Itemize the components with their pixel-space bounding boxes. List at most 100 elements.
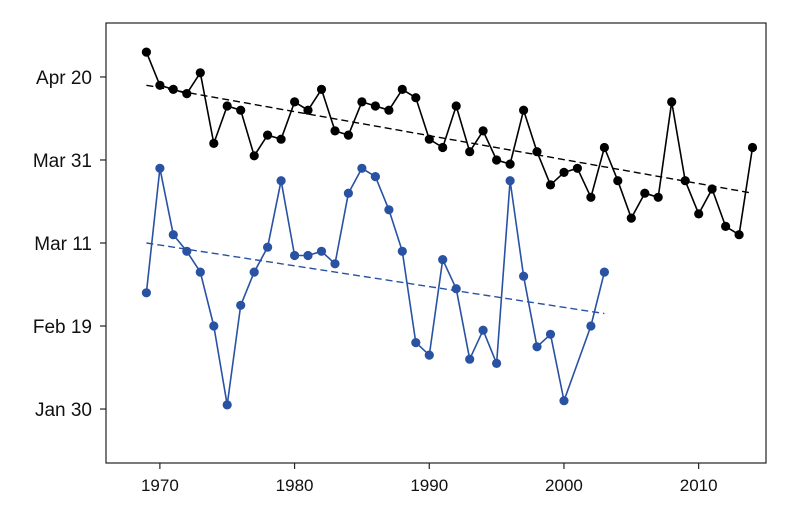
series-0-point — [182, 89, 192, 99]
x-tick-label: 2010 — [680, 476, 718, 495]
series-0-point — [747, 142, 758, 153]
series-0-point — [249, 151, 259, 161]
x-tick-label: 1980 — [276, 476, 314, 495]
series-1-point — [492, 358, 502, 368]
y-axis: Jan 30 Feb 19 Mar 11 Mar 31 Apr 20 — [33, 68, 106, 421]
series-0-point — [411, 93, 421, 103]
series-0-point — [559, 167, 569, 177]
series-1-point — [438, 255, 448, 265]
series-0-point — [209, 138, 219, 148]
y-tick-label: Mar 31 — [33, 151, 92, 172]
y-tick-label: Apr 20 — [36, 68, 92, 89]
series-0-point — [572, 163, 583, 173]
series-0-point — [505, 159, 515, 169]
series-0-point — [168, 84, 178, 94]
series-1-point — [532, 342, 542, 352]
series-0-point — [370, 101, 380, 111]
series-0-point — [343, 130, 353, 140]
series-0-point — [290, 97, 300, 107]
x-axis: 1970 1980 1990 2000 2010 — [141, 463, 718, 495]
trendline-0 — [146, 84, 753, 194]
series-0-point — [263, 130, 273, 140]
series-1-point — [411, 338, 421, 348]
series-0-point — [155, 80, 165, 90]
series-1-point — [168, 230, 178, 240]
series-0-point — [519, 105, 529, 115]
series-0-point — [680, 176, 690, 186]
series-0-point — [465, 147, 475, 157]
x-tick-label: 2000 — [545, 476, 583, 495]
series-1-point — [505, 176, 515, 186]
series-0-point — [694, 209, 704, 219]
series-0-point — [276, 134, 286, 144]
series-0-point — [222, 101, 232, 111]
series-1-point — [343, 188, 353, 198]
series-0-point — [195, 68, 205, 78]
series-1-point — [330, 259, 340, 269]
series-1-point — [424, 350, 434, 360]
series-0-point — [141, 47, 151, 57]
series-1-point — [290, 250, 300, 261]
series-0-point — [734, 230, 744, 240]
series-0-point — [451, 101, 461, 111]
y-tick-label: Mar 11 — [34, 234, 92, 255]
series-0-point — [667, 97, 677, 107]
series-0-line — [145, 51, 754, 236]
series-0-point — [236, 105, 246, 115]
series-1-point — [236, 300, 246, 310]
x-tick-label: 1970 — [141, 476, 179, 495]
series-1-point — [303, 250, 313, 261]
series-0-point — [599, 142, 610, 153]
series-0-point — [586, 192, 596, 202]
series-1-point — [478, 325, 488, 335]
series-1-point — [384, 205, 394, 215]
series-1-point — [519, 271, 529, 281]
series-0-point — [653, 192, 663, 202]
series-1-point — [465, 354, 475, 364]
series-0-point — [357, 97, 367, 107]
series-0-point — [532, 147, 542, 157]
series-1-point — [357, 163, 367, 173]
series-1-point — [397, 246, 407, 256]
series-1-point — [195, 267, 205, 277]
plot-frame — [105, 22, 767, 464]
series-1-point — [263, 242, 273, 252]
series-0-point — [384, 105, 394, 115]
series-1-line — [145, 167, 606, 406]
series-1-point — [141, 288, 151, 298]
series-0-point — [545, 180, 556, 190]
series-1-point — [209, 321, 219, 331]
y-tick-label: Jan 30 — [35, 400, 92, 421]
series-lines — [145, 51, 754, 406]
series-0-point — [397, 84, 407, 94]
series-0-point — [330, 126, 340, 136]
trendline-1 — [146, 242, 605, 315]
x-tick-label: 1990 — [410, 476, 448, 495]
series-1-point — [586, 321, 596, 331]
series-1-point — [249, 267, 259, 277]
series-0-point — [707, 184, 717, 194]
series-0-point — [424, 134, 434, 144]
series-0-point — [626, 213, 636, 223]
series-1-point — [182, 246, 192, 256]
series-1-point — [222, 400, 232, 410]
series-1-point — [545, 329, 556, 339]
series-0-point — [613, 176, 623, 186]
series-0-point — [640, 188, 650, 198]
series-1-point — [559, 396, 569, 406]
y-tick-label: Feb 19 — [33, 317, 92, 338]
series-1-point — [451, 284, 461, 294]
series-1-point — [370, 172, 380, 182]
series-1-point — [155, 163, 165, 173]
series-0-point — [721, 221, 731, 231]
series-0-point — [438, 142, 448, 153]
series-points — [141, 47, 758, 410]
series-0-point — [492, 155, 502, 165]
series-1-point — [276, 176, 286, 186]
series-0-point — [316, 84, 327, 94]
series-0-point — [303, 105, 313, 115]
series-0-point — [478, 126, 488, 136]
series-1-point — [599, 267, 610, 277]
